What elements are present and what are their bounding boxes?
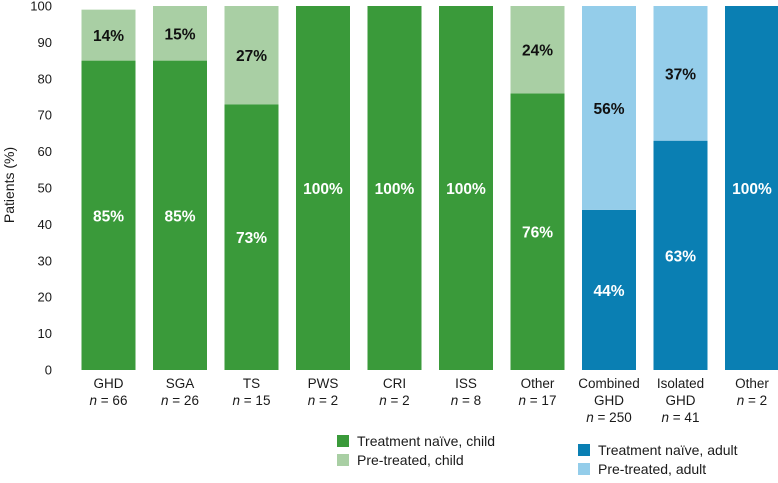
y-tick-label: 70	[38, 108, 52, 123]
data-label: 100%	[732, 181, 772, 198]
x-category-n: n = 41	[662, 410, 700, 425]
y-axis-title: Patients (%)	[1, 147, 17, 223]
data-label: 85%	[93, 208, 124, 225]
x-category-n: n = 15	[233, 393, 271, 408]
legend-label: Treatment naïve, child	[357, 433, 495, 449]
data-label: 85%	[164, 208, 195, 225]
y-tick-label: 100	[30, 0, 52, 14]
data-label: 14%	[93, 28, 124, 45]
data-label: 73%	[236, 230, 267, 247]
x-category-label: PWS	[308, 376, 339, 391]
bar-segment	[582, 6, 636, 210]
x-category-n: n = 2	[308, 393, 338, 408]
y-tick-label: 90	[38, 35, 52, 50]
bar-segment	[81, 60, 136, 370]
legend-swatch	[578, 463, 590, 475]
data-label: 37%	[665, 66, 696, 83]
bar-segment	[653, 140, 708, 370]
bar-segment	[153, 6, 207, 61]
x-category-label: CRI	[383, 376, 406, 391]
data-label: 76%	[522, 225, 553, 242]
data-label: 15%	[164, 26, 195, 43]
bar-segment	[224, 104, 279, 370]
legend-label: Pre-treated, adult	[598, 461, 706, 477]
bar-segment	[224, 6, 279, 105]
y-tick-label: 10	[38, 326, 52, 341]
legend-swatch	[337, 454, 349, 466]
bar-segment	[439, 6, 493, 370]
x-category-n: n = 66	[90, 393, 128, 408]
x-category-label: TS	[243, 376, 260, 391]
x-category-label: Other	[521, 376, 555, 391]
y-tick-label: 20	[38, 290, 52, 305]
y-axis: 0 10 20 30 40 50 60 70 80 90 100	[30, 0, 52, 378]
data-label: 100%	[375, 181, 415, 198]
x-category-label: SGA	[166, 376, 195, 391]
data-label: 44%	[593, 283, 624, 300]
bar-segment	[367, 6, 422, 370]
bar-segment	[81, 9, 136, 61]
bar-segment	[510, 93, 565, 371]
x-category-label: ISS	[455, 376, 477, 391]
data-label: 63%	[665, 248, 696, 265]
legend-swatch	[337, 435, 349, 447]
y-tick-label: 80	[38, 71, 52, 86]
y-tick-label: 30	[38, 253, 52, 268]
bar-segment	[725, 6, 778, 370]
data-label: 27%	[236, 48, 267, 65]
x-category-label: GHD	[666, 393, 696, 408]
bar-segment	[153, 60, 207, 370]
x-category-label: Other	[735, 376, 769, 391]
bar-segment	[296, 6, 350, 370]
y-tick-label: 0	[45, 363, 52, 378]
y-tick-label: 50	[38, 181, 52, 196]
legend-label: Treatment naïve, adult	[598, 442, 738, 458]
x-category-label: GHD	[94, 376, 124, 391]
bars: 85% 14% 85% 15% 73% 27% 100% 100% 100% 76% 24% 44% 5…	[81, 6, 778, 371]
y-tick-label: 60	[38, 144, 52, 159]
bar-segment	[510, 6, 565, 94]
x-category-label: Isolated	[657, 376, 704, 391]
bar-segment	[582, 209, 636, 370]
bar-segment	[653, 6, 708, 141]
legend-swatch	[578, 444, 590, 456]
x-axis-labels: GHD n = 66 SGA n = 26 TS n = 15 PWS n = 2 CRI n =…	[90, 376, 770, 425]
data-label: 24%	[522, 43, 553, 60]
data-label: 100%	[446, 181, 486, 198]
x-category-n: n = 2	[737, 393, 767, 408]
x-category-n: n = 8	[451, 393, 481, 408]
legend: Treatment naïve, child Pre-treated, child…	[337, 433, 738, 477]
data-label: 56%	[593, 101, 624, 118]
data-label: 100%	[303, 181, 343, 198]
legend-label: Pre-treated, child	[357, 452, 464, 468]
x-category-label: GHD	[594, 393, 624, 408]
x-category-n: n = 26	[161, 393, 199, 408]
x-category-n: n = 2	[379, 393, 409, 408]
x-category-label: Combined	[578, 376, 640, 391]
x-category-n: n = 17	[519, 393, 557, 408]
x-category-n: n = 250	[586, 410, 631, 425]
y-tick-label: 40	[38, 217, 52, 232]
